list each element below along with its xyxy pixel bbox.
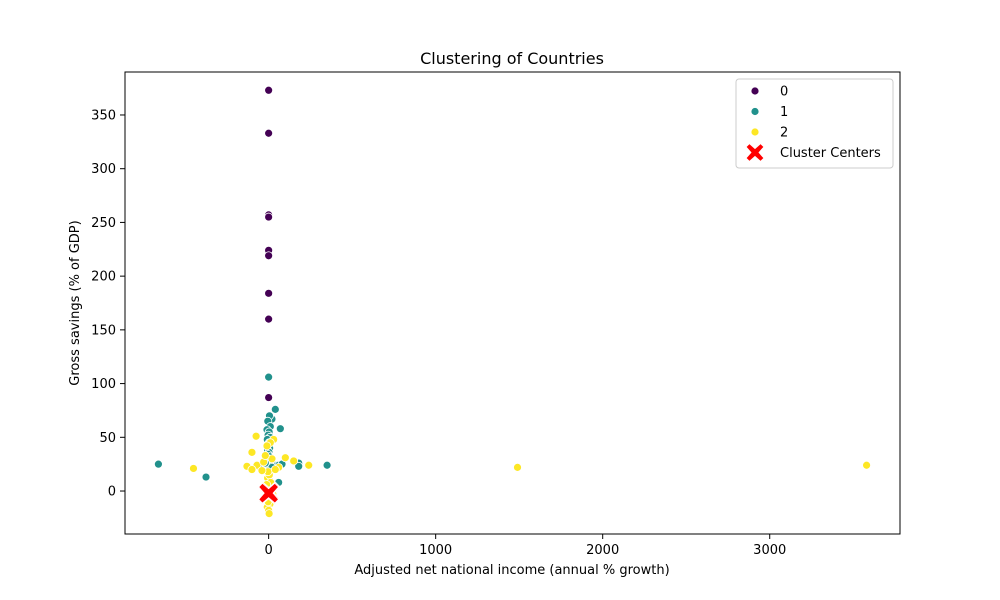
legend-marker-cluster-centers: [745, 142, 765, 163]
data-point-series-0: [264, 314, 274, 324]
y-tick-label: 300: [91, 162, 116, 177]
legend-label-cluster-centers: Cluster Centers: [780, 146, 881, 161]
legend-label-series-1: 1: [780, 105, 788, 120]
x-axis-ticks: 0 1000 2000 3000: [265, 534, 786, 558]
data-point-series-2: [247, 465, 257, 474]
legend-marker-series-1: [750, 107, 760, 116]
data-point-series-1: [294, 461, 304, 471]
y-tick-label: 150: [91, 323, 116, 338]
data-point-series-0: [264, 85, 274, 95]
data-point-series-1: [270, 404, 280, 414]
data-point-series-2: [257, 466, 267, 476]
data-point-series-1: [322, 460, 332, 470]
cluster-centers-layer: [257, 481, 280, 505]
legend-label-series-2: 2: [780, 126, 788, 141]
legend-label-series-0: 0: [780, 85, 788, 100]
data-point-series-0: [264, 251, 274, 261]
data-point-series-2: [247, 447, 257, 457]
y-tick-label: 200: [91, 270, 116, 285]
data-point-series-0: [264, 288, 274, 298]
data-point-series-2: [280, 453, 290, 463]
data-point-series-0: [264, 128, 274, 138]
data-point-series-2: [513, 462, 522, 472]
y-tick-label: 50: [99, 431, 116, 446]
data-point-series-2: [251, 431, 261, 441]
y-tick-label: 0: [108, 485, 116, 500]
x-tick-label: 0: [265, 543, 273, 558]
x-axis-label: Adjusted net national income (annual % g…: [354, 563, 669, 578]
data-point-series-1: [275, 424, 285, 434]
legend: 0 1 2 Cluster Centers: [735, 78, 894, 169]
cluster-center-marker: [257, 482, 280, 504]
data-point-series-1: [154, 459, 163, 469]
data-point-series-0: [264, 393, 274, 402]
legend-box: [735, 78, 894, 169]
chart-title: Clustering of Countries: [420, 49, 604, 68]
y-tick-label: 350: [91, 108, 116, 123]
legend-items: 0 1 2 Cluster Centers: [745, 85, 881, 163]
data-point-series-1: [201, 472, 211, 482]
y-axis-label: Gross savings (% of GDP): [68, 220, 83, 385]
legend-marker-series-2: [750, 127, 760, 137]
data-point-series-2: [260, 451, 270, 460]
data-point-series-2: [289, 456, 299, 466]
legend-marker-series-0: [750, 86, 760, 96]
data-point-series-2: [862, 460, 871, 470]
data-point-series-2: [264, 509, 274, 518]
data-point-series-2: [304, 460, 314, 470]
y-tick-label: 250: [91, 216, 116, 231]
data-point-series-0: [264, 212, 274, 222]
x-tick-label: 1000: [419, 543, 452, 558]
data-point-series-1: [264, 372, 274, 382]
y-axis-ticks: 0 50 100 150 200 250 300 350: [91, 108, 125, 500]
x-tick-label: 2000: [586, 543, 619, 558]
data-point-series-2: [262, 441, 272, 451]
data-point-series-2: [270, 465, 280, 474]
x-tick-label: 3000: [753, 543, 786, 558]
y-tick-label: 100: [91, 377, 116, 392]
data-point-series-2: [189, 464, 198, 473]
plot-area-frame: [124, 71, 901, 535]
